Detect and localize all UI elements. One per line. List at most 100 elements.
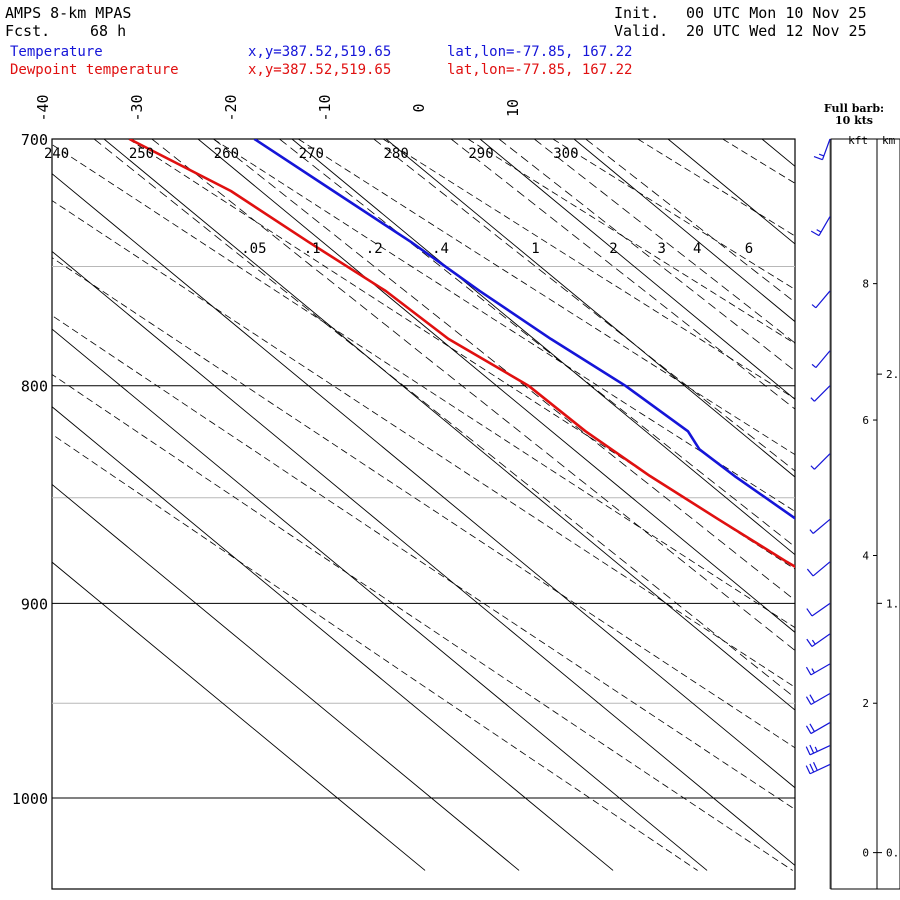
wind-barb-full (812, 761, 818, 771)
kft-tick-label: 2 (862, 697, 869, 710)
wind-barb-staff (814, 385, 831, 402)
dewpoint-line (128, 139, 795, 569)
mixing-ratio-label: .1 (304, 241, 321, 257)
dry-adiabat-label: 280 (383, 146, 408, 162)
wind-barb-full (805, 746, 811, 756)
dry-adiabat-label: 270 (299, 146, 324, 162)
wind-barb-full (805, 725, 812, 734)
height-axis: 8 6 4 2 0 2. 1. 0. kft km (848, 134, 899, 860)
isotherm (52, 406, 614, 871)
mixing-ratio-line (151, 139, 795, 651)
wind-barbs (805, 138, 831, 889)
wind-barb-full (809, 763, 815, 773)
wind-barb-staff (810, 692, 831, 705)
forecast-label: Fcst. (5, 22, 51, 40)
wind-barb-half (811, 363, 817, 369)
wind-barb-full (805, 666, 812, 676)
dry-adiabat (52, 433, 698, 871)
wind-legend: Full barb: 10 kts (808, 103, 900, 127)
wind-barb-staff (821, 138, 831, 160)
wind-barb-half (814, 746, 818, 752)
dry-adiabat (213, 139, 795, 512)
isotherm (52, 250, 795, 867)
legend-dewpoint-xy: x,y=387.52,519.65 (248, 62, 392, 78)
wind-panel-frame (830, 138, 900, 890)
mixing-ratio-line (279, 139, 795, 548)
wind-barb-half (811, 639, 816, 645)
isotherm (197, 139, 795, 633)
legend-dewpoint-latlon: lat,lon=-77.85, 167.22 (447, 62, 633, 78)
wind-barb-full (805, 696, 812, 705)
dry-adiabat-label: 250 (129, 146, 154, 162)
wind-barb-full (806, 638, 813, 647)
dry-adiabat-label: 290 (468, 146, 493, 162)
dry-adiabat-label: 260 (214, 146, 239, 162)
km-tick-label: 1. (886, 597, 899, 610)
wind-barb-staff (812, 518, 831, 534)
wind-barb-full (809, 723, 815, 732)
dry-adiabat (552, 139, 795, 290)
wind-barb-staff (815, 290, 831, 309)
wind-barb-half (818, 153, 825, 157)
wind-barb-half (816, 229, 822, 233)
dry-adiabat (52, 257, 795, 749)
isotherm (52, 328, 708, 871)
mixing-ratio-label: .4 (432, 241, 449, 257)
dry-adiabat (52, 144, 795, 629)
km-axis-label: km (882, 134, 896, 147)
dry-adiabat (808, 139, 900, 871)
wind-barb-half (809, 529, 814, 534)
wind-barb-full (805, 765, 811, 774)
wind-barb-staff (809, 744, 831, 756)
kft-axis-label: kft (848, 134, 868, 147)
legend-temperature-name: Temperature (10, 44, 103, 60)
isotherm-label: 10 (504, 99, 522, 117)
kft-tick-label: 8 (862, 278, 869, 291)
pressure-tick-label: 900 (21, 595, 48, 613)
mixing-ratio-label: .05 (241, 241, 266, 257)
wind-barb-full (813, 156, 823, 161)
dry-adiabat (467, 139, 795, 345)
wind-barb-staff (810, 722, 831, 735)
forecast-value: 68 h (90, 22, 127, 40)
isotherm-label: -10 (316, 94, 334, 121)
dry-adiabat-label: 240 (44, 146, 69, 162)
mixing-ratio-line (534, 139, 795, 344)
isotherm (573, 139, 795, 323)
wind-barb-staff (818, 216, 831, 236)
mixing-ratio-label: 3 (657, 241, 665, 257)
wind-barb-full (809, 744, 815, 754)
init-label: Init. (614, 4, 660, 22)
dry-adiabat (382, 139, 795, 400)
pressure-tick-label: 800 (21, 378, 48, 396)
dry-adiabat (298, 139, 795, 456)
legend-temperature-latlon: lat,lon=-77.85, 167.22 (447, 44, 633, 60)
pressure-tick-label: 700 (21, 131, 48, 149)
wind-barb-full (806, 608, 813, 617)
kft-tick-label: 6 (862, 414, 869, 427)
dry-adiabat (52, 373, 793, 871)
wind-barb-full (809, 694, 815, 703)
isotherm (52, 561, 426, 871)
isotherm (856, 139, 900, 870)
wind-barb-staff (814, 453, 831, 470)
plot-area (52, 139, 900, 871)
wind-barb-staff (811, 633, 831, 647)
mixing-ratio-line (373, 139, 795, 472)
mixing-ratio-label: 1 (531, 241, 539, 257)
isotherm (52, 483, 520, 871)
isotherm (52, 173, 795, 789)
valid-value: 20 UTC Wed 12 Nov 25 (686, 22, 867, 40)
chart-labels: 7008009001000-70-60-50-40-30-20-10010220… (12, 94, 753, 808)
init-value: 00 UTC Mon 10 Nov 25 (686, 4, 867, 22)
temperature-line (253, 139, 795, 520)
wind-barb-half (810, 397, 815, 402)
wind-barb-staff (811, 602, 831, 617)
mixing-ratio-line (93, 139, 795, 699)
wind-barb-half (811, 304, 817, 309)
pressure-tick-label: 1000 (12, 790, 48, 808)
mixing-ratio-label: 6 (745, 241, 753, 257)
wind-barb-staff (812, 561, 831, 577)
mixing-ratio-label: 4 (693, 241, 701, 257)
